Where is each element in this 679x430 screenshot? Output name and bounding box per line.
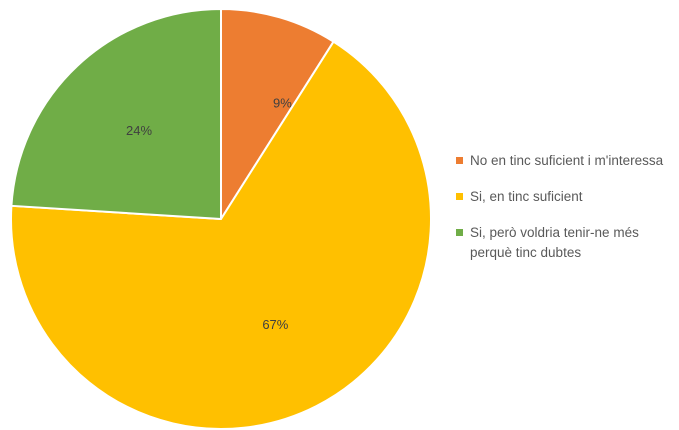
pie-slice-2 xyxy=(10,8,222,220)
legend-label-1-line-0: Si, en tinc suficient xyxy=(470,189,583,204)
legend-item-2: Si, però voldria tenir-ne més perquè tin… xyxy=(456,223,676,263)
legend: No en tinc suficient i m'interessa Si, e… xyxy=(456,151,676,263)
slice-data-label-0: 9% xyxy=(273,95,292,110)
pie-slice-0 xyxy=(220,8,335,220)
legend-label-2-line-1: perquè tinc dubtes xyxy=(470,245,582,260)
slice-data-label-2: 24% xyxy=(126,123,152,138)
legend-item-0: No en tinc suficient i m'interessa xyxy=(456,151,676,171)
legend-swatch-0 xyxy=(456,157,463,164)
pie-slice-1 xyxy=(10,40,432,430)
slice-data-label-1: 67% xyxy=(262,317,288,332)
legend-swatch-1 xyxy=(456,193,463,200)
legend-label-0-line-0: No en tinc suficient i m'interessa xyxy=(470,153,664,168)
slices-layer xyxy=(10,8,432,430)
legend-label-2-line-0: Si, però voldria tenir-ne més xyxy=(470,225,639,240)
legend-item-1: Si, en tinc suficient xyxy=(456,187,676,207)
labels-layer: 9% 67% 24% xyxy=(126,95,292,332)
legend-swatch-2 xyxy=(456,229,463,236)
